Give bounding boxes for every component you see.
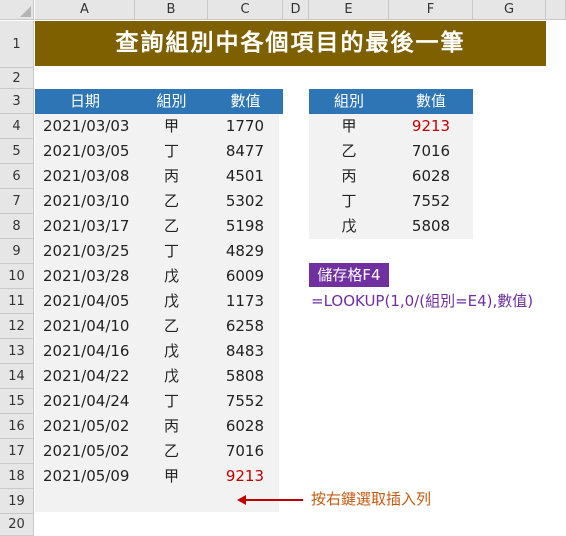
value-cell[interactable]: 1770 bbox=[225, 117, 264, 135]
group-cell[interactable]: 丙 bbox=[163, 167, 179, 185]
date-cell[interactable]: 2021/04/24 bbox=[43, 392, 130, 410]
group-cell[interactable]: 乙 bbox=[341, 142, 357, 160]
value-cell[interactable]: 5302 bbox=[225, 192, 264, 210]
group-cell[interactable]: 戊 bbox=[163, 292, 179, 310]
date-cell[interactable]: 2021/03/03 bbox=[43, 117, 130, 135]
row-header[interactable]: 3 bbox=[0, 89, 34, 114]
group-cell[interactable]: 戊 bbox=[163, 342, 179, 360]
value-cell[interactable]: 9213 bbox=[411, 117, 451, 135]
value-cell[interactable]: 6009 bbox=[225, 267, 264, 285]
table-header-cell[interactable]: 組別 bbox=[135, 89, 208, 114]
left-table-background bbox=[35, 113, 279, 512]
value-cell[interactable]: 6258 bbox=[225, 317, 264, 335]
arrow-icon bbox=[243, 499, 303, 501]
group-cell[interactable]: 丙 bbox=[163, 417, 179, 435]
group-cell[interactable]: 乙 bbox=[163, 317, 179, 335]
date-cell[interactable]: 2021/04/16 bbox=[43, 342, 130, 360]
row-header[interactable]: 8 bbox=[0, 214, 34, 239]
date-cell[interactable]: 2021/05/02 bbox=[43, 442, 130, 460]
row-header[interactable]: 20 bbox=[0, 514, 34, 536]
arrow-head-icon bbox=[237, 495, 246, 505]
right-table-background bbox=[309, 113, 473, 239]
row-header[interactable]: 13 bbox=[0, 339, 34, 364]
row-header[interactable]: 18 bbox=[0, 464, 34, 489]
row-header[interactable]: 10 bbox=[0, 264, 34, 289]
row-header[interactable]: 19 bbox=[0, 489, 34, 514]
group-cell[interactable]: 丁 bbox=[341, 192, 357, 210]
value-cell[interactable]: 4829 bbox=[225, 242, 264, 260]
insert-row-note: 按右鍵選取插入列 bbox=[311, 490, 432, 508]
column-header[interactable]: C bbox=[208, 0, 283, 20]
group-cell[interactable]: 丁 bbox=[163, 392, 179, 410]
date-cell[interactable]: 2021/04/22 bbox=[43, 367, 130, 385]
value-cell[interactable]: 5808 bbox=[225, 367, 264, 385]
row-header[interactable]: 6 bbox=[0, 164, 34, 189]
column-header[interactable]: A bbox=[35, 0, 135, 20]
table-header-cell[interactable]: 數值 bbox=[389, 89, 473, 114]
table-header-cell[interactable]: 數值 bbox=[208, 89, 283, 114]
cell-label-badge: 儲存格F4 bbox=[309, 263, 389, 287]
group-cell[interactable]: 丁 bbox=[163, 242, 179, 260]
row-header[interactable]: 14 bbox=[0, 364, 34, 389]
date-cell[interactable]: 2021/05/09 bbox=[43, 467, 130, 485]
group-cell[interactable]: 乙 bbox=[163, 192, 179, 210]
value-cell[interactable]: 4501 bbox=[225, 167, 264, 185]
group-cell[interactable]: 戊 bbox=[163, 267, 179, 285]
value-cell[interactable]: 7016 bbox=[225, 442, 264, 460]
value-cell[interactable]: 8477 bbox=[225, 142, 264, 160]
title-banner[interactable]: 查詢組別中各個項目的最後一筆 bbox=[35, 21, 546, 66]
table-header-cell[interactable]: 日期 bbox=[35, 89, 135, 114]
row-header[interactable]: 16 bbox=[0, 414, 34, 439]
date-cell[interactable]: 2021/03/08 bbox=[43, 167, 130, 185]
row-header[interactable]: 15 bbox=[0, 389, 34, 414]
group-cell[interactable]: 丙 bbox=[341, 167, 357, 185]
date-cell[interactable]: 2021/03/17 bbox=[43, 217, 130, 235]
date-cell[interactable]: 2021/03/10 bbox=[43, 192, 130, 210]
row-header[interactable]: 11 bbox=[0, 289, 34, 314]
column-header[interactable]: F bbox=[389, 0, 473, 20]
column-header[interactable]: E bbox=[309, 0, 389, 20]
column-header-filler bbox=[546, 0, 566, 20]
date-cell[interactable]: 2021/03/05 bbox=[43, 142, 130, 160]
column-header[interactable]: G bbox=[473, 0, 546, 20]
column-header[interactable]: B bbox=[135, 0, 208, 20]
value-cell[interactable]: 7016 bbox=[411, 142, 451, 160]
value-cell[interactable]: 6028 bbox=[225, 417, 264, 435]
row-header[interactable]: 9 bbox=[0, 239, 34, 264]
group-cell[interactable]: 戊 bbox=[163, 367, 179, 385]
group-cell[interactable]: 甲 bbox=[341, 117, 357, 135]
group-cell[interactable]: 甲 bbox=[163, 117, 179, 135]
group-cell[interactable]: 乙 bbox=[163, 217, 179, 235]
group-cell[interactable]: 甲 bbox=[163, 467, 179, 485]
column-header[interactable]: D bbox=[283, 0, 309, 20]
group-cell[interactable]: 丁 bbox=[163, 142, 179, 160]
group-cell[interactable]: 戊 bbox=[341, 217, 357, 235]
value-cell[interactable]: 6028 bbox=[411, 167, 451, 185]
row-header[interactable]: 2 bbox=[0, 68, 34, 89]
select-all-corner[interactable] bbox=[0, 0, 34, 20]
date-cell[interactable]: 2021/04/10 bbox=[43, 317, 130, 335]
date-cell[interactable]: 2021/04/05 bbox=[43, 292, 130, 310]
row-header[interactable]: 7 bbox=[0, 189, 34, 214]
row-header[interactable]: 17 bbox=[0, 439, 34, 464]
value-cell[interactable]: 1173 bbox=[225, 292, 264, 310]
row-header[interactable]: 12 bbox=[0, 314, 34, 339]
row-header[interactable]: 4 bbox=[0, 114, 34, 139]
table-header-cell[interactable]: 組別 bbox=[309, 89, 389, 114]
date-cell[interactable]: 2021/05/02 bbox=[43, 417, 130, 435]
group-cell[interactable]: 乙 bbox=[163, 442, 179, 460]
value-cell[interactable]: 8483 bbox=[225, 342, 264, 360]
value-cell[interactable]: 7552 bbox=[411, 192, 451, 210]
row-header[interactable]: 1 bbox=[0, 21, 34, 68]
value-cell[interactable]: 5198 bbox=[225, 217, 264, 235]
row-header[interactable]: 5 bbox=[0, 139, 34, 164]
date-cell[interactable]: 2021/03/25 bbox=[43, 242, 130, 260]
value-cell[interactable]: 5808 bbox=[411, 217, 451, 235]
formula-text: =LOOKUP(1,0/(組別=E4),數值) bbox=[311, 292, 534, 310]
value-cell[interactable]: 9213 bbox=[225, 467, 264, 485]
date-cell[interactable]: 2021/03/28 bbox=[43, 267, 130, 285]
value-cell[interactable]: 7552 bbox=[225, 392, 264, 410]
